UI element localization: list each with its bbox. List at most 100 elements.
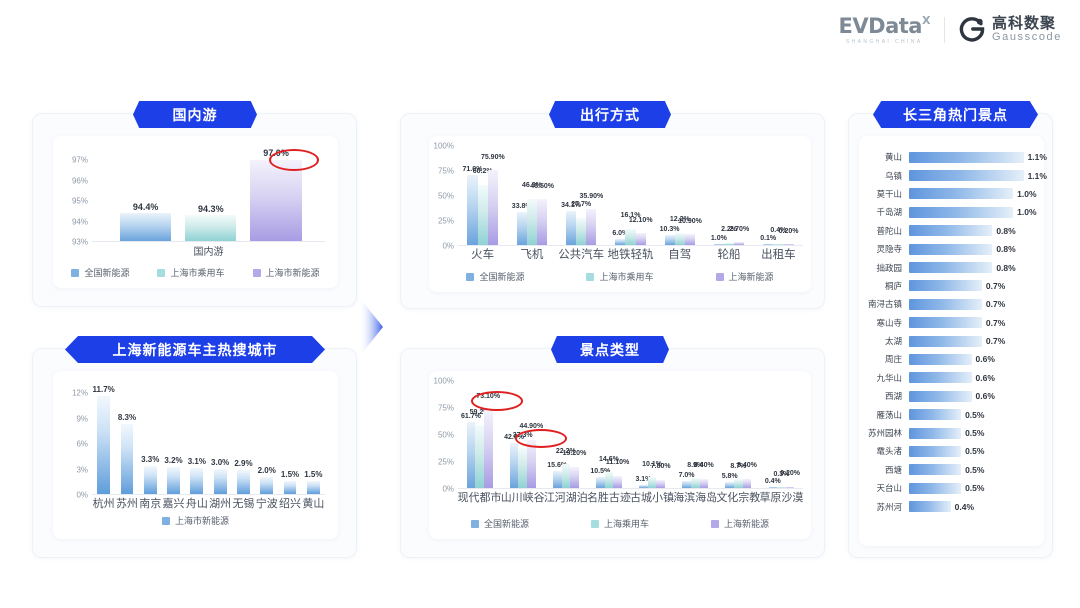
bar-上海市新能源[interactable]: 3.1% xyxy=(188,457,206,494)
bar-上海市新能源[interactable]: 1.5% xyxy=(281,470,299,494)
legend-item[interactable]: 上海市乘用车 xyxy=(157,266,225,279)
legend-label: 上海市新能源 xyxy=(265,268,320,278)
bar-上海乘用车[interactable]: 8.9% xyxy=(687,462,703,488)
bar-上海新能源[interactable]: 0.20% xyxy=(779,228,798,245)
bar-label: 8.3% xyxy=(117,413,137,423)
bar-上海市新能源[interactable]: 8.3% xyxy=(118,413,136,494)
bar-label: 0.4% xyxy=(770,227,787,235)
spot-bar-fill xyxy=(909,445,962,457)
spot-name: 南浔古镇 xyxy=(867,299,902,310)
bar-上海市乘用车[interactable]: 2.2% xyxy=(721,226,737,245)
list-item[interactable]: 天台山 0.5% xyxy=(859,479,1034,497)
bar-上海新能源[interactable]: 7.80% xyxy=(651,463,671,488)
bar-全国新能源[interactable]: 7.0% xyxy=(679,472,695,488)
bar-national[interactable]: 94.4% xyxy=(119,202,172,241)
bar-全国新能源[interactable]: 71.0% xyxy=(463,166,482,245)
bar-全国新能源[interactable]: 6.0% xyxy=(612,230,628,245)
bar-上海乘用车[interactable]: 8.7% xyxy=(730,463,746,488)
list-item[interactable]: 灵隐寺 0.8% xyxy=(859,240,1034,258)
bar-上海新能源[interactable]: 44.90% xyxy=(519,423,543,488)
legend-item[interactable]: 上海乘用车 xyxy=(590,517,649,530)
list-item[interactable]: 周庄 0.6% xyxy=(859,350,1034,368)
bar-上海新能源[interactable]: 46.50% xyxy=(530,183,554,245)
bar-上海乘用车[interactable]: 14.6% xyxy=(599,456,619,488)
bar-上海市乘用车[interactable]: 27.7% xyxy=(571,201,591,245)
bar-上海新能源[interactable]: 8.40% xyxy=(694,462,714,488)
bar-group: 10.3% 12.2% 10.90% 自驾 xyxy=(660,146,702,261)
bar-上海新能源[interactable]: 11.10% xyxy=(606,459,629,488)
y-tick: 75% xyxy=(437,403,454,413)
bar-上海新能源[interactable]: 0.20% xyxy=(780,470,800,488)
bar-全国新能源[interactable]: 10.3% xyxy=(660,226,680,245)
bar-全国新能源[interactable]: 42.0% xyxy=(504,434,524,488)
bar-上海市乘用车[interactable]: 46.9% xyxy=(522,182,542,245)
spot-bar-fill xyxy=(909,151,1024,163)
list-item[interactable]: 雁荡山 0.5% xyxy=(859,405,1034,423)
legend-item[interactable]: 全国新能源 xyxy=(470,517,529,530)
legend-item[interactable]: 全国新能源 xyxy=(466,270,524,283)
legend-item[interactable]: 上海市新能源 xyxy=(161,514,229,527)
list-item[interactable]: 拙政园 0.8% xyxy=(859,258,1034,276)
bar-上海市新能源[interactable]: 2.0% xyxy=(258,466,276,494)
bar-上海乘用车[interactable]: 0.3% xyxy=(773,471,789,488)
bar-上海乘用车[interactable]: 37.3% xyxy=(513,432,533,488)
bar-上海市乘用车[interactable]: 0.4% xyxy=(770,227,786,245)
bar-上海新能源[interactable]: 8.40% xyxy=(737,462,757,488)
bar-sh-nev[interactable]: 97.0% xyxy=(250,148,302,241)
list-item[interactable]: 乌镇 1.1% xyxy=(859,166,1047,184)
spot-value: 0.8% xyxy=(996,244,1016,255)
bar-全国新能源[interactable]: 3.1% xyxy=(635,476,651,488)
list-item[interactable]: 桐庐 0.7% xyxy=(859,277,1034,295)
legend-item[interactable]: 上海市新能源 xyxy=(252,266,320,279)
legend-item[interactable]: 上海新能源 xyxy=(715,270,774,283)
list-item[interactable]: 苏州园林 0.5% xyxy=(859,424,1034,442)
bar-上海新能源[interactable]: 75.90% xyxy=(481,154,505,245)
bar-上海乘用车[interactable]: 10.1% xyxy=(642,461,662,488)
list-item[interactable]: 普陀山 0.8% xyxy=(859,222,1034,240)
bar-上海市新能源[interactable]: 3.3% xyxy=(141,455,159,494)
bar-上海新能源[interactable]: 2.70% xyxy=(729,226,749,245)
bar-上海新能源[interactable]: 10.90% xyxy=(678,218,702,245)
bar-全国新能源[interactable]: 61.7% xyxy=(461,413,481,488)
bar-上海市乘用车[interactable]: 60.2% xyxy=(473,168,493,245)
bar-全国新能源[interactable]: 0.4% xyxy=(765,478,781,488)
list-item[interactable]: 苏州河 0.4% xyxy=(859,497,1034,515)
bar-全国新能源[interactable]: 15.6% xyxy=(547,462,567,488)
bar-sh-passenger[interactable]: 94.3% xyxy=(185,204,237,241)
list-item[interactable]: 千岛湖 1.0% xyxy=(859,203,1037,221)
bar-上海市乘用车[interactable]: 12.2% xyxy=(670,216,690,245)
bar-label: 8.40% xyxy=(737,462,757,470)
list-item[interactable]: 太湖 0.7% xyxy=(859,332,1034,350)
bar-上海新能源[interactable]: 12.10% xyxy=(629,217,653,245)
bar-全国新能源[interactable]: 34.1% xyxy=(561,202,581,245)
bar-上海市乘用车[interactable]: 16.1% xyxy=(621,212,640,245)
list-item[interactable]: 西湖 0.6% xyxy=(859,387,1034,405)
bar-上海市新能源[interactable]: 3.0% xyxy=(211,458,229,494)
list-item[interactable]: 莫干山 1.0% xyxy=(859,185,1037,203)
list-item[interactable]: 南浔古镇 0.7% xyxy=(859,295,1034,313)
list-item[interactable]: 九华山 0.6% xyxy=(859,369,1034,387)
legend-item[interactable]: 全国新能源 xyxy=(71,266,129,279)
bar-上海市新能源[interactable]: 3.2% xyxy=(164,456,183,494)
bar-全国新能源[interactable]: 33.8% xyxy=(512,203,532,245)
legend-item[interactable]: 上海新能源 xyxy=(711,517,769,530)
bar-全国新能源[interactable]: 1.0% xyxy=(711,235,727,245)
bar-上海市新能源[interactable]: 1.5% xyxy=(304,470,322,494)
list-item[interactable]: 寒山寺 0.7% xyxy=(859,314,1034,332)
spot-value: 0.7% xyxy=(985,280,1006,291)
bar-上海市新能源[interactable]: 11.7% xyxy=(93,385,115,494)
list-item[interactable]: 黄山 1.1% xyxy=(859,148,1047,166)
bar-上海市新能源[interactable]: 2.9% xyxy=(234,459,253,494)
bar-上海乘用车[interactable]: 22.2% xyxy=(556,448,576,488)
bar-全国新能源[interactable]: 5.8% xyxy=(722,473,738,488)
bar-全国新能源[interactable]: 0.1% xyxy=(760,235,776,245)
bar-上海新能源[interactable]: 73.10% xyxy=(476,393,500,488)
bar-上海新能源[interactable]: 35.90% xyxy=(580,193,603,245)
bar-上海新能源[interactable]: 19.20% xyxy=(563,450,586,488)
legend-item[interactable]: 上海市乘用车 xyxy=(586,270,654,283)
bar-全国新能源[interactable]: 10.5% xyxy=(590,468,610,488)
bar-上海乘用车[interactable]: 59.2% xyxy=(470,409,489,488)
list-item[interactable]: 西塘 0.5% xyxy=(859,461,1034,479)
list-item[interactable]: 鼋头渚 0.5% xyxy=(859,442,1034,460)
y-tick: 93% xyxy=(71,237,88,247)
